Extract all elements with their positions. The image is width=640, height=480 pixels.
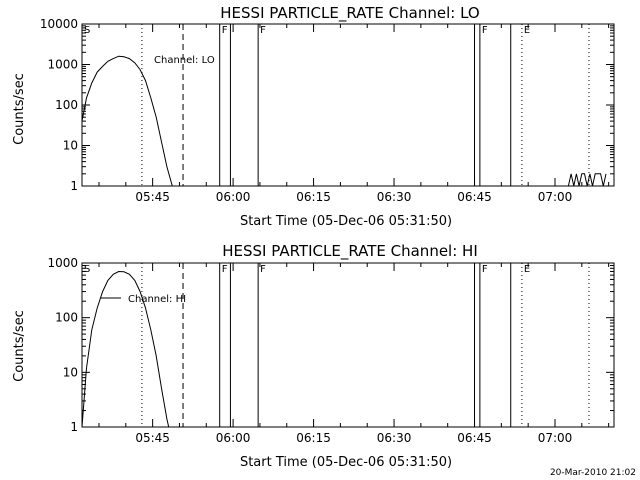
panel1-event-label-F: F (482, 25, 488, 36)
panel1-xlabel: Start Time (05-Dec-06 05:31:50) (240, 214, 452, 229)
panel2-y-tick-label: 1 (70, 420, 78, 434)
panel2-plot-frame (81, 262, 615, 428)
panel2-x-tick-label: 05:45 (135, 431, 170, 445)
panel2-event-label-F: F (482, 264, 488, 275)
panel1-event-label-F: F (222, 25, 228, 36)
panel1-title: HESSI PARTICLE_RATE Channel: LO (220, 4, 479, 23)
panel2-ylabel: Counts/sec (12, 310, 27, 382)
panel1-event-label-F: F (260, 25, 266, 36)
panel2-x-tick-label: 06:00 (216, 431, 251, 445)
panel2-event-label-S: S (84, 264, 90, 275)
panel1-y-tick-label: 1 (70, 179, 78, 193)
panel1-event-label-E: E (524, 25, 530, 36)
panel1-legend-label: Channel: LO (154, 55, 215, 66)
panel1-plot-frame (81, 23, 615, 187)
panel2-event-label-F: F (260, 264, 266, 275)
panel2-x-tick-label: 06:45 (457, 431, 492, 445)
panel1-series-line-1 (81, 55, 173, 187)
panel2-x-tick-label: 07:00 (538, 431, 573, 445)
panel2-legend-label: Channel: HI (128, 294, 186, 305)
panel2-y-tick-label: 1000 (47, 256, 78, 270)
panel1-ylabel: Counts/sec (12, 73, 27, 145)
panel2-event-label-E: E (524, 264, 530, 275)
panel2-title: HESSI PARTICLE_RATE Channel: HI (222, 242, 478, 261)
panel2-series-line-1 (81, 270, 170, 428)
panel1-x-tick-label: 07:00 (538, 190, 573, 204)
panel2-x-tick-label: 06:30 (377, 431, 412, 445)
panel1-y-tick-label: 10000 (40, 17, 78, 31)
panel2-xlabel: Start Time (05-Dec-06 05:31:50) (240, 455, 452, 470)
panel1-x-tick-label: 06:45 (457, 190, 492, 204)
panel1-x-tick-label: 05:45 (135, 190, 170, 204)
panel2-y-tick-label: 100 (55, 311, 78, 325)
panel1-y-tick-label: 100 (55, 98, 78, 112)
panel1-x-tick-label: 06:15 (296, 190, 331, 204)
panel2-x-tick-label: 06:15 (296, 431, 331, 445)
panel1-event-label-S: S (84, 25, 90, 36)
panel1-series-line-2 (567, 173, 607, 187)
panel1-x-tick-label: 06:30 (377, 190, 412, 204)
panel2-event-label-F: F (222, 264, 228, 275)
panel2-y-tick-label: 10 (63, 365, 78, 379)
panel1-y-tick-label: 10 (63, 139, 78, 153)
panel1-x-tick-label: 06:00 (216, 190, 251, 204)
footer-timestamp: 20-Mar-2010 21:02 (550, 468, 636, 478)
panel1-y-tick-label: 1000 (47, 58, 78, 72)
